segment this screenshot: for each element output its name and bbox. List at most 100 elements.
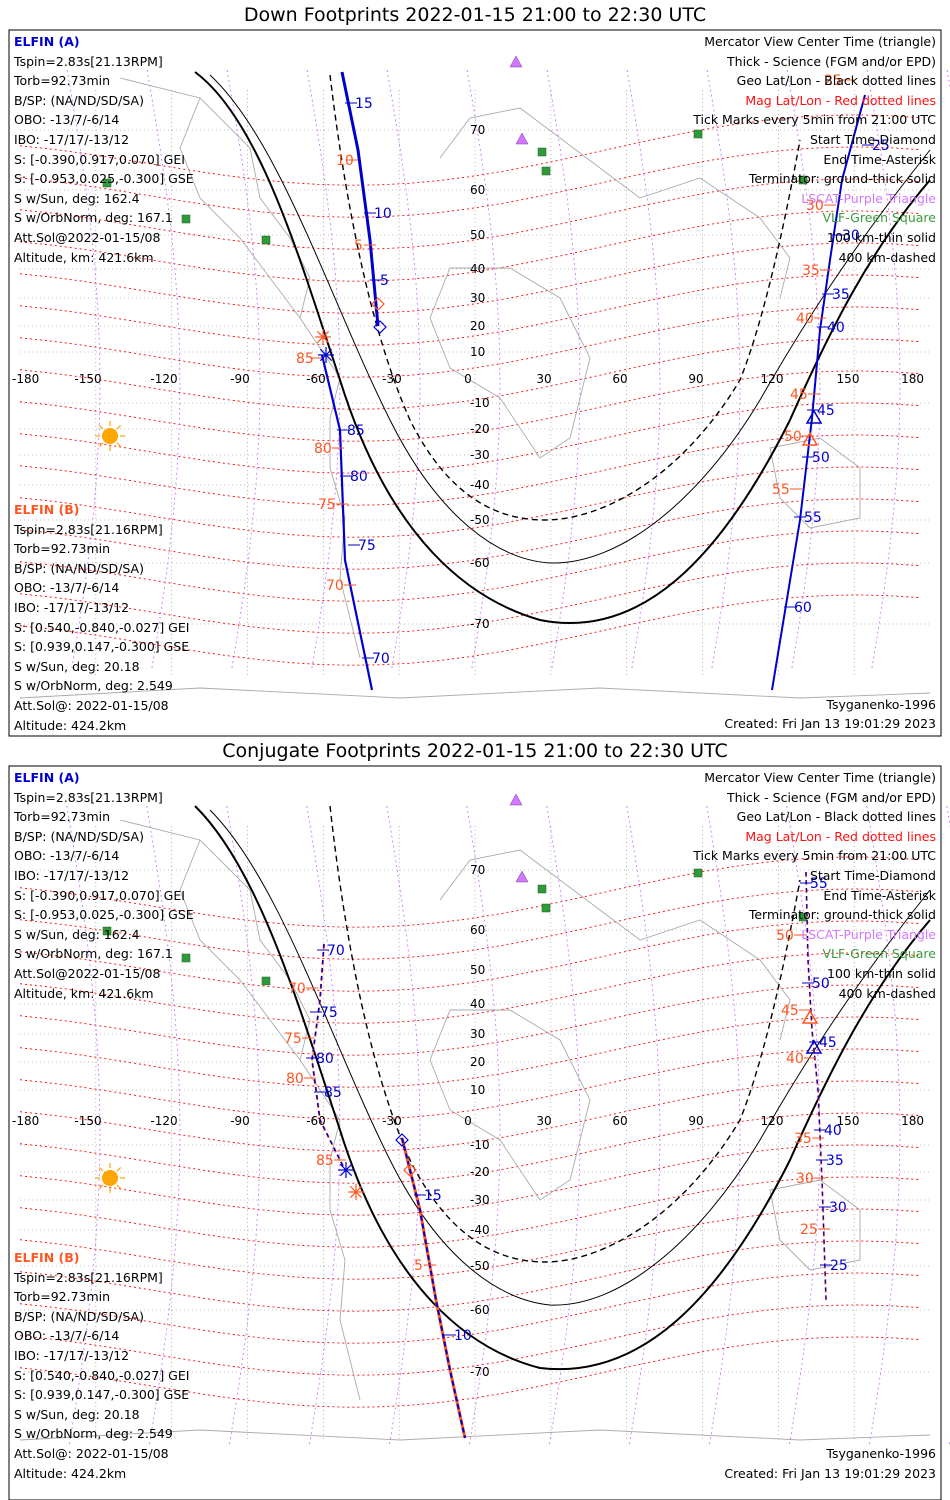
- mag-meridian: [66, 805, 101, 1447]
- track-tick-label: 75: [358, 538, 376, 554]
- legend-item: 100 km-thin solid: [827, 229, 936, 245]
- info-line: B/SP: (NA/ND/SD/SA): [14, 1308, 144, 1324]
- info-line: S: [0.939,0.147,-0.300] GSE: [14, 1387, 190, 1403]
- info-line: S: [-0.390,0.917,0.070] GEI: [14, 151, 185, 167]
- info-line: B/SP: (NA/ND/SD/SA): [14, 560, 144, 576]
- track-tick-label: 85: [296, 351, 314, 367]
- info-line: S: [-0.953,0.025,-0.300] GSE: [14, 171, 194, 187]
- coastline-north-america: [179, 97, 301, 319]
- mag-meridian: [866, 805, 901, 1447]
- lon-tick-label: -180: [12, 1114, 39, 1128]
- mag-meridian: [466, 805, 501, 1447]
- track-tick-label: 10: [336, 153, 354, 169]
- info-line: Torb=92.73min: [14, 809, 111, 825]
- info-line: B/SP: (NA/ND/SD/SA): [14, 92, 144, 108]
- track-tick-label: 5: [354, 238, 363, 254]
- legend-item: Thick - Science (FGM and/or EPD): [727, 53, 936, 69]
- mag-lat-line: [19, 1208, 921, 1280]
- mag-lat-line: [19, 402, 921, 474]
- center-time-triangle-icon: [805, 409, 823, 424]
- info-line: Att.Sol@2022-01-15/08: [14, 965, 161, 981]
- track-tick-label: 5: [414, 1258, 423, 1274]
- track-tick-label: 55: [810, 876, 828, 892]
- legend-item: Terminator: ground-thick solid: [748, 171, 936, 187]
- lat-tick-label: -20: [470, 1165, 490, 1179]
- track-tick-label: 50: [812, 450, 830, 466]
- elfin-b-label: ELFIN (B): [14, 1250, 80, 1265]
- mag-meridian: [306, 69, 341, 671]
- sun-ray: [116, 1166, 122, 1172]
- elfin-b-info: ELFIN (B) Tspin=2.83s[21.16RPM] Torb=92.…: [14, 500, 189, 735]
- lat-tick-label: -60: [470, 1303, 490, 1317]
- track-tick-label: 55: [804, 510, 822, 526]
- lat-tick-label: 40: [470, 262, 485, 276]
- start-time-diamond-icon: [373, 320, 387, 334]
- track-tick-label: 70: [326, 578, 344, 594]
- coastline-north-america: [179, 839, 301, 1061]
- lscat-station-icon: [515, 132, 529, 145]
- lon-tick-label: 30: [536, 372, 551, 386]
- vlf-station-icon: [798, 912, 808, 922]
- lon-tick-label: -120: [150, 1114, 177, 1128]
- start-time-diamond-icon: [403, 1163, 417, 1177]
- coastline-africa: [429, 267, 591, 459]
- lat-tick-label: -40: [470, 1223, 490, 1237]
- track-tick-label: 50: [812, 976, 830, 992]
- elfin-b-info: ELFIN (B) Tspin=2.83s[21.16RPM] Torb=92.…: [14, 1248, 189, 1483]
- coastline-eurasia: [439, 849, 791, 1041]
- track-tick-label: 45: [790, 387, 808, 403]
- sun-icon: [102, 1170, 118, 1186]
- info-line: IBO: -17/17/-13/12: [14, 1347, 130, 1363]
- mag-lat-line: [19, 466, 921, 538]
- info-line: S w/Sun, deg: 20.18: [14, 1406, 140, 1422]
- lon-tick-label: -30: [382, 1114, 402, 1128]
- info-line: IBO: -17/17/-13/12: [14, 599, 130, 615]
- mag-lat-line: [19, 888, 921, 960]
- mag-meridian: [546, 69, 581, 671]
- mag-meridian: [706, 805, 741, 1447]
- lat-tick-label: 60: [470, 183, 485, 197]
- legend-item: Terminator: ground-thick solid: [748, 907, 936, 923]
- track-tick-label: 75: [284, 1031, 302, 1047]
- mag-lat-line: [19, 1304, 921, 1376]
- info-line: Torb=92.73min: [14, 1289, 111, 1305]
- lon-tick-label: 150: [837, 372, 860, 386]
- track-tick-label: 80: [350, 469, 368, 485]
- vlf-station-icon: [541, 903, 551, 913]
- track-tick-label: 80: [314, 441, 332, 457]
- model-name: Tsyganenko-1996: [826, 697, 936, 712]
- lat-tick-label: -70: [470, 617, 490, 631]
- track-tick-label: 85: [316, 1153, 334, 1169]
- track-tick-label: 5: [380, 273, 389, 289]
- info-line: S: [0.540,-0.840,-0.027] GEI: [14, 1367, 190, 1383]
- lon-tick-label: -90: [230, 1114, 250, 1128]
- lat-tick-label: -70: [470, 1365, 490, 1379]
- lon-tick-label: -60: [306, 1114, 326, 1128]
- lat-tick-label: -50: [470, 1259, 490, 1273]
- sun-ray: [116, 424, 122, 430]
- legend-item: VLF-Green Square: [822, 210, 936, 226]
- track-tick-label: 45: [781, 1003, 799, 1019]
- track-tick-label: 85: [324, 1085, 342, 1101]
- info-line: S w/OrbNorm, deg: 2.549: [14, 1426, 173, 1442]
- legend-item: End Time-Asterisk: [823, 151, 936, 167]
- info-line: Tspin=2.83s[21.16RPM]: [14, 1269, 163, 1285]
- mag-meridian: [146, 69, 181, 671]
- end-time-asterisk-icon: [316, 330, 330, 344]
- elfin-a-label: ELFIN (A): [14, 770, 80, 785]
- sun-ray: [98, 442, 104, 448]
- track-tick-label: 40: [796, 311, 814, 327]
- legend-item: Tick Marks every 5min from 21:00 UTC: [693, 112, 936, 128]
- info-line: OBO: -13/7/-6/14: [14, 580, 120, 596]
- mag-meridian: [466, 69, 501, 671]
- terminator-100km: [209, 74, 931, 564]
- info-line: Tspin=2.83s[21.13RPM]: [14, 53, 163, 69]
- sun-ray: [116, 442, 122, 448]
- legend-item: LSCAT-Purple Triangle: [801, 926, 936, 942]
- track-tick-label: 30: [796, 1171, 814, 1187]
- info-line: Torb=92.73min: [14, 541, 111, 557]
- footprint-map: -180 -150 -120 -90 -60 -30 0 30 60 90 120 150 180 70 6…: [8, 765, 950, 1500]
- mag-lat-line: [19, 338, 921, 410]
- vlf-station-icon: [181, 953, 191, 963]
- track-tick-label: 60: [794, 600, 812, 616]
